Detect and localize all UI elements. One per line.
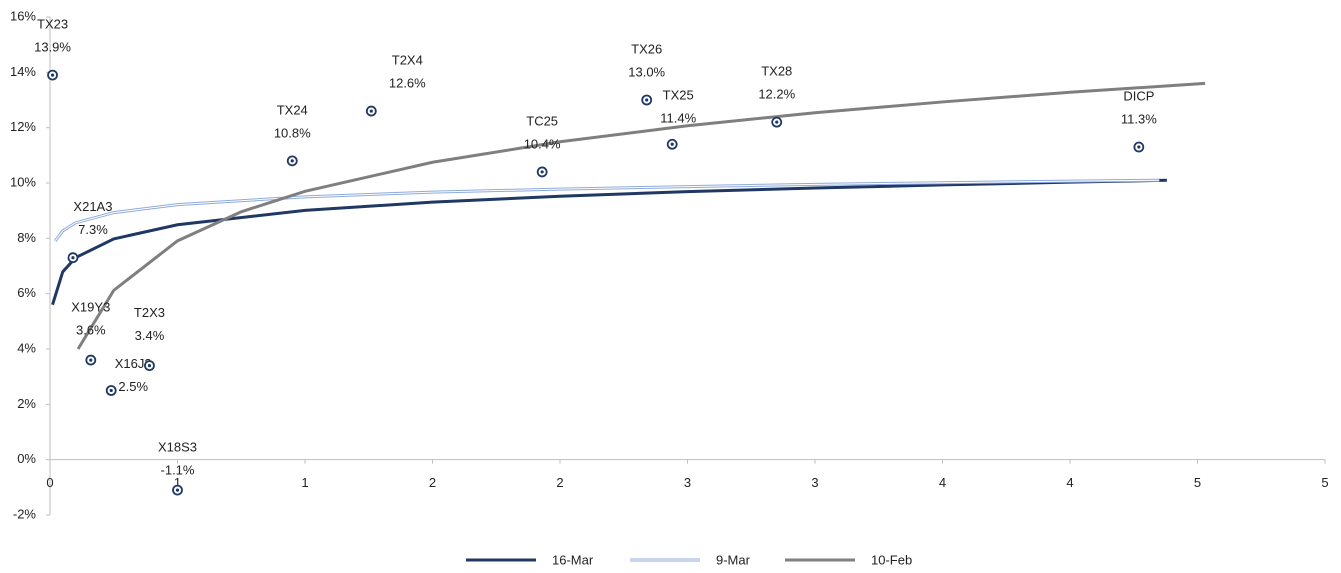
y-tick-label: 10% — [10, 174, 36, 189]
point-label: X21A3 — [73, 199, 112, 214]
x-tick-label: 1 — [174, 475, 181, 490]
legend-label: 10-Feb — [871, 552, 912, 567]
point-core — [89, 358, 93, 362]
x-tick-label: 5 — [1321, 475, 1328, 490]
point-core — [1137, 145, 1141, 149]
y-tick-label: 16% — [10, 8, 36, 23]
point-core — [50, 73, 55, 77]
point-label: TX25 — [663, 88, 694, 103]
point-value-label: -1.1% — [161, 463, 195, 478]
point-label: TX23 — [37, 17, 68, 32]
trend-line — [53, 178, 1160, 242]
y-tick-label: 14% — [10, 64, 36, 79]
y-tick-label: 6% — [17, 285, 36, 300]
x-tick-label: 0 — [46, 475, 53, 490]
point-core — [109, 388, 113, 393]
trend-line — [76, 81, 1206, 350]
point-label: X16J3 — [115, 356, 152, 371]
trend-line-inner — [54, 179, 1160, 242]
point-value-label: 13.0% — [628, 64, 665, 79]
point-label: TX24 — [277, 102, 308, 117]
point-value-label: 10.8% — [274, 125, 311, 140]
point-label: DICP — [1123, 88, 1154, 103]
point-core — [290, 159, 294, 163]
x-tick-label: 2 — [429, 475, 436, 490]
legend-label: 9-Mar — [716, 552, 751, 567]
point-label: TC25 — [526, 113, 558, 128]
point-value-label: 12.6% — [389, 76, 426, 91]
point-value-label: 3.4% — [135, 328, 165, 343]
point-label: T2X4 — [392, 53, 423, 68]
x-tick-label: 4 — [939, 475, 946, 490]
point-label: X19Y3 — [71, 300, 110, 315]
point-value-label: 10.4% — [524, 136, 561, 151]
point-value-label: 13.9% — [34, 40, 71, 55]
point-label: X18S3 — [158, 440, 197, 455]
point-label: TX26 — [631, 41, 662, 56]
x-tick-label: 5 — [1194, 475, 1201, 490]
point-value-label: 2.5% — [118, 379, 148, 394]
x-tick-label: 1 — [301, 475, 308, 490]
y-tick-label: 0% — [17, 451, 36, 466]
point-core — [71, 256, 75, 260]
point-core — [670, 142, 674, 146]
point-value-label: 11.4% — [660, 111, 696, 126]
point-core — [175, 488, 180, 492]
point-core — [775, 120, 779, 124]
point-value-label: 7.3% — [78, 222, 108, 237]
x-tick-label: 3 — [811, 475, 818, 490]
point-label: TX28 — [761, 64, 792, 79]
legend-label: 16-Mar — [552, 552, 594, 567]
point-core — [369, 109, 373, 113]
trend-line — [51, 178, 1167, 306]
point-value-label: 3.6% — [76, 323, 106, 338]
y-tick-label: -2% — [13, 506, 37, 521]
point-value-label: 11.3% — [1121, 111, 1157, 126]
y-tick-label: 4% — [17, 340, 36, 355]
y-tick-label: 8% — [17, 230, 36, 245]
point-value-label: 12.2% — [758, 87, 795, 102]
y-tick-label: 12% — [10, 119, 36, 134]
x-tick-label: 3 — [684, 475, 691, 490]
point-core — [645, 98, 649, 102]
point-core — [540, 170, 544, 174]
point-label: T2X3 — [134, 305, 165, 320]
x-tick-label: 4 — [1066, 475, 1073, 490]
y-tick-label: 2% — [17, 396, 36, 411]
point-core — [147, 364, 152, 368]
x-tick-label: 2 — [556, 475, 563, 490]
